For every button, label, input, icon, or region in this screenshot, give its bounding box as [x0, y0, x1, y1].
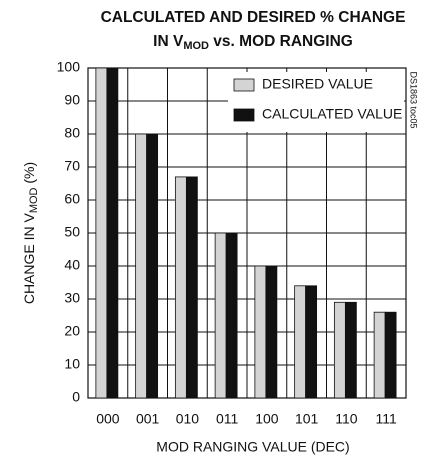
title-part: vs. MOD RANGING: [209, 33, 353, 50]
legend-swatch: [233, 78, 255, 92]
x-tick-label: 000: [96, 411, 120, 427]
bar: [294, 285, 307, 399]
bar: [185, 176, 198, 399]
x-tick-label: 111: [375, 411, 396, 427]
plot-frame: [87, 67, 407, 399]
label-part: CHANGE IN V: [21, 213, 37, 305]
annotation: DS1863 toc05: [409, 71, 419, 128]
chart-title: CALCULATED AND DESIRED % CHANGE: [101, 9, 406, 26]
bar: [95, 67, 108, 399]
y-tick-label: 30: [64, 290, 80, 306]
bar: [333, 301, 346, 399]
bar: [265, 265, 278, 399]
x-tick-label: 010: [176, 411, 200, 427]
x-tick-label: 100: [255, 411, 279, 427]
y-tick-label: 20: [64, 323, 80, 339]
title-part: MOD: [183, 40, 209, 52]
x-axis-label: MOD RANGING VALUE (DEC): [156, 439, 349, 455]
y-tick-label: 40: [64, 257, 80, 273]
bar: [146, 133, 159, 399]
y-tick-label: 10: [64, 356, 80, 372]
y-axis-label: CHANGE IN VMOD (%): [21, 162, 40, 304]
bar: [106, 67, 119, 399]
bar: [214, 232, 227, 399]
bar: [305, 285, 318, 399]
x-tick-label: 001: [136, 411, 160, 427]
bar: [135, 133, 148, 399]
legend-swatch: [233, 108, 255, 122]
title-part: IN V: [153, 33, 184, 50]
y-tick-label: 100: [57, 59, 81, 75]
bar: [344, 301, 357, 399]
bar: [384, 311, 397, 399]
y-tick-label: 90: [64, 92, 80, 108]
y-tick-label: 70: [64, 158, 80, 174]
bar: [373, 311, 386, 399]
y-tick-label: 0: [72, 389, 80, 405]
y-tick-label: 50: [64, 224, 80, 240]
legend-label: DESIRED VALUE: [262, 76, 373, 92]
y-tick-label: 80: [64, 125, 80, 141]
x-tick-label: 110: [335, 411, 358, 427]
y-tick-label: 60: [64, 191, 80, 207]
bar: [174, 176, 187, 399]
label-part: MOD: [28, 187, 40, 213]
x-tick-label: 101: [295, 411, 319, 427]
x-tick-label: 011: [216, 411, 239, 427]
legend-label: CALCULATED VALUE: [262, 106, 402, 122]
chart-title: IN VMOD vs. MOD RANGING: [153, 33, 353, 52]
legend-box: [228, 72, 404, 132]
bar: [254, 265, 267, 399]
label-part: (%): [21, 162, 37, 188]
bar: [225, 232, 238, 399]
